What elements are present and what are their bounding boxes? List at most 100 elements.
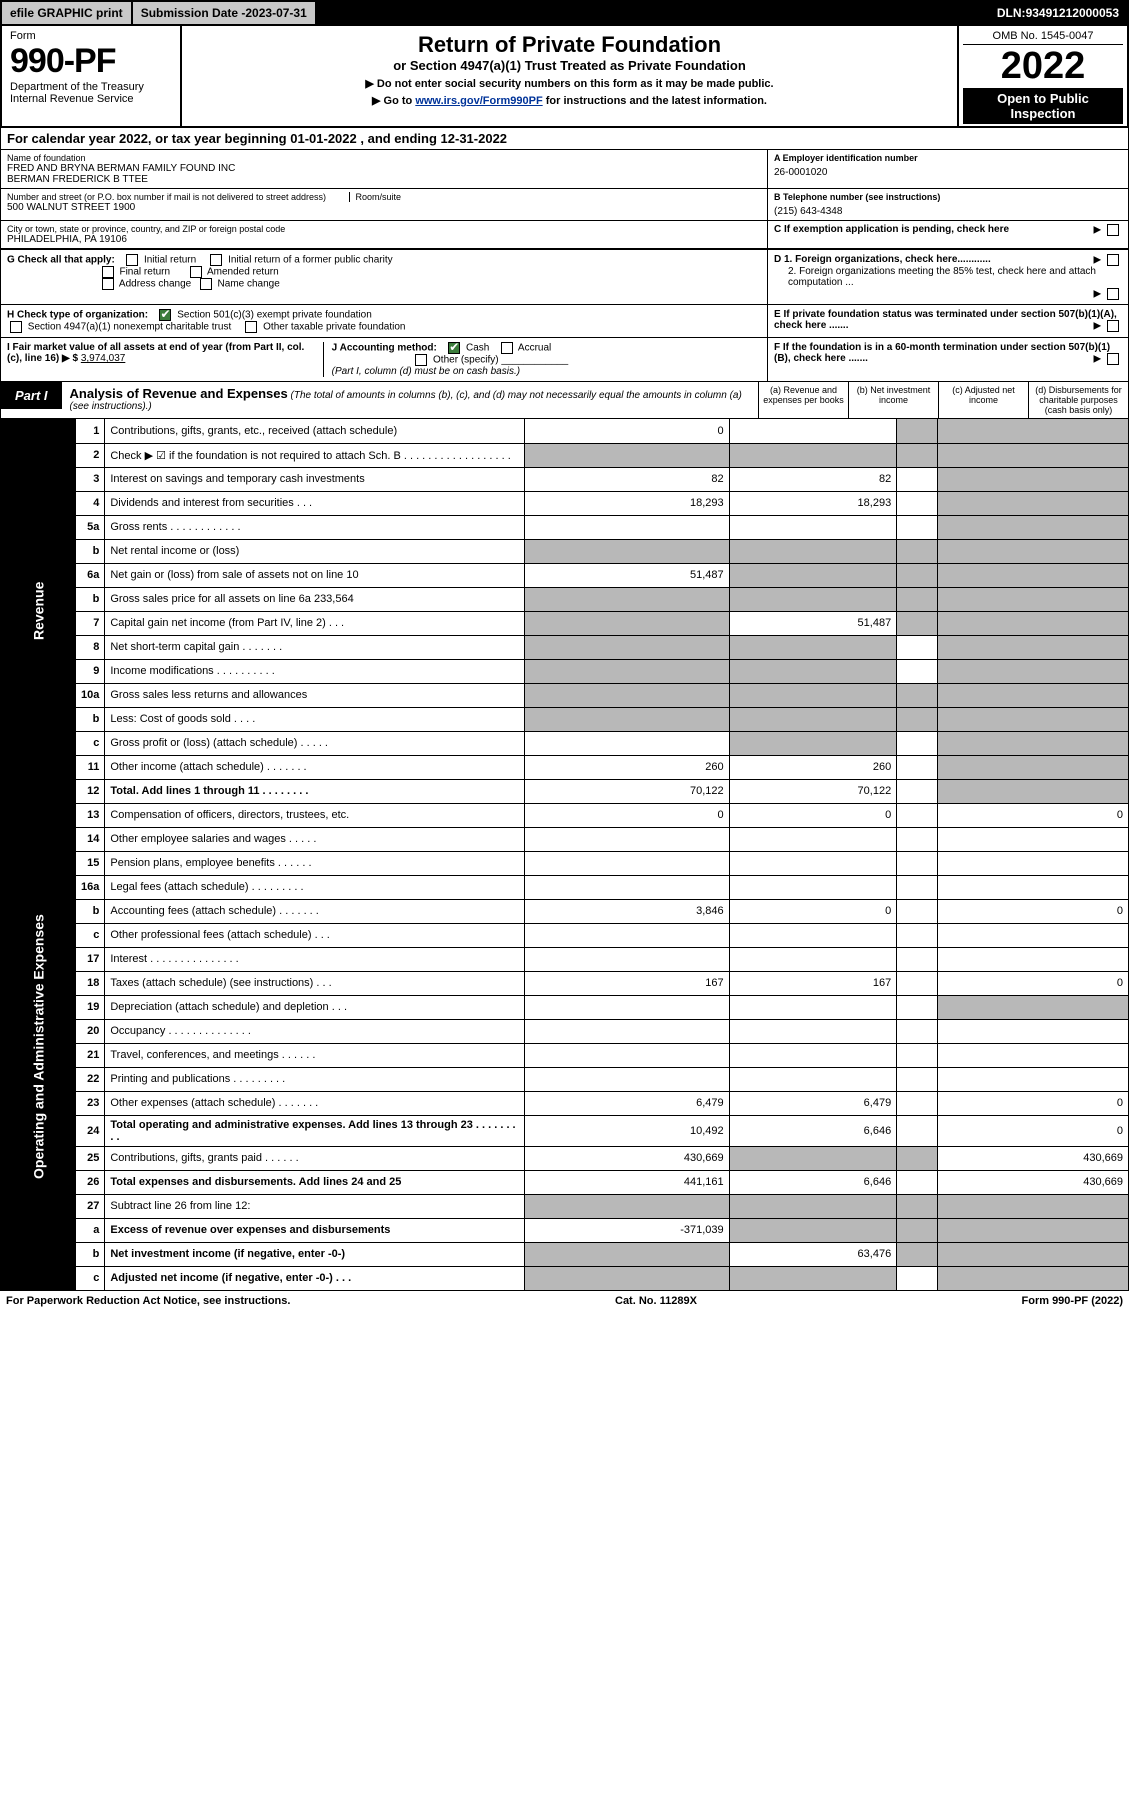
checkbox-f[interactable] (1107, 353, 1119, 365)
checkbox-4947[interactable] (10, 321, 22, 333)
year-block: OMB No. 1545-0047 2022 Open to Public In… (957, 26, 1127, 126)
revenue-expense-table: Revenue1Contributions, gifts, grants, et… (0, 419, 1129, 1291)
line-number: 21 (76, 1043, 105, 1067)
line-desc: Contributions, gifts, grants paid . . . … (105, 1146, 525, 1170)
column-headers: (a) Revenue and expenses per books (b) N… (758, 382, 1128, 418)
table-row: 27Subtract line 26 from line 12: (1, 1194, 1129, 1218)
line-number: 23 (76, 1091, 105, 1115)
line-desc: Travel, conferences, and meetings . . . … (105, 1043, 525, 1067)
table-row: 17Interest . . . . . . . . . . . . . . . (1, 947, 1129, 971)
table-row: 20Occupancy . . . . . . . . . . . . . . (1, 1019, 1129, 1043)
checkbox-name[interactable] (200, 278, 212, 290)
period-end: 12-31-2022 (441, 131, 508, 146)
checkbox-other-method[interactable] (415, 354, 427, 366)
line-number: c (76, 923, 105, 947)
line-number: 25 (76, 1146, 105, 1170)
fmv-value: 3,974,037 (81, 353, 126, 364)
foundation-name-1: FRED AND BRYNA BERMAN FAMILY FOUND INC (7, 163, 761, 174)
checkbox-c[interactable] (1107, 224, 1119, 236)
box-f: F If the foundation is in a 60-month ter… (768, 338, 1128, 381)
submission-date: Submission Date - 2023-07-31 (133, 2, 317, 24)
line-number: 15 (76, 851, 105, 875)
line-number: b (76, 1242, 105, 1266)
line-number: b (76, 587, 105, 611)
table-row: 8Net short-term capital gain . . . . . .… (1, 635, 1129, 659)
line-number: 26 (76, 1170, 105, 1194)
col-a-header: (a) Revenue and expenses per books (758, 382, 848, 418)
col-d-header: (d) Disbursements for charitable purpose… (1028, 382, 1128, 418)
checkbox-amended[interactable] (190, 266, 202, 278)
table-row: 9Income modifications . . . . . . . . . … (1, 659, 1129, 683)
table-row: 6aNet gain or (loss) from sale of assets… (1, 563, 1129, 587)
form-header: Form 990-PF Department of the Treasury I… (0, 26, 1129, 128)
irs-link[interactable]: www.irs.gov/Form990PF (415, 95, 542, 107)
table-row: 16aLegal fees (attach schedule) . . . . … (1, 875, 1129, 899)
table-row: 24Total operating and administrative exp… (1, 1115, 1129, 1146)
line-desc: Gross profit or (loss) (attach schedule)… (105, 731, 525, 755)
table-row: 2Check ▶ ☑ if the foundation is not requ… (1, 443, 1129, 467)
table-row: 12Total. Add lines 1 through 11 . . . . … (1, 779, 1129, 803)
line-number: c (76, 1266, 105, 1290)
table-row: 18Taxes (attach schedule) (see instructi… (1, 971, 1129, 995)
line-desc: Net short-term capital gain . . . . . . … (105, 635, 525, 659)
checkbox-initial[interactable] (126, 254, 138, 266)
line-number: 10a (76, 683, 105, 707)
side-tab: Operating and Administrative Expenses (1, 803, 76, 1290)
table-row: 25Contributions, gifts, grants paid . . … (1, 1146, 1129, 1170)
city-cell: City or town, state or province, country… (1, 221, 768, 249)
efile-label[interactable]: efile GRAPHIC print (2, 2, 133, 24)
checkbox-address[interactable] (102, 278, 114, 290)
line-desc: Depreciation (attach schedule) and deple… (105, 995, 525, 1019)
calendar-year-row: For calendar year 2022, or tax year begi… (0, 128, 1129, 150)
open-public: Open to Public Inspection (963, 88, 1123, 124)
ssn-note: ▶ Do not enter social security numbers o… (192, 77, 947, 90)
checkbox-final[interactable] (102, 266, 114, 278)
box-g: G Check all that apply: Initial return I… (1, 250, 768, 304)
table-row: cOther professional fees (attach schedul… (1, 923, 1129, 947)
goto-note: ▶ Go to www.irs.gov/Form990PF for instru… (192, 94, 947, 107)
col-b-header: (b) Net investment income (848, 382, 938, 418)
checkbox-cash[interactable] (448, 342, 460, 354)
line-desc: Taxes (attach schedule) (see instruction… (105, 971, 525, 995)
checkbox-accrual[interactable] (501, 342, 513, 354)
page-footer: For Paperwork Reduction Act Notice, see … (0, 1291, 1129, 1311)
side-tab: Revenue (1, 419, 76, 803)
table-row: 7Capital gain net income (from Part IV, … (1, 611, 1129, 635)
form-word: Form (10, 30, 172, 42)
line-number: 8 (76, 635, 105, 659)
checkbox-d2[interactable] (1107, 288, 1119, 300)
checkbox-d1[interactable] (1107, 254, 1119, 266)
line-desc: Compensation of officers, directors, tru… (105, 803, 525, 827)
line-desc: Net rental income or (loss) (105, 539, 525, 563)
line-number: a (76, 1218, 105, 1242)
line-desc: Gross rents . . . . . . . . . . . . (105, 515, 525, 539)
checkbox-other-taxable[interactable] (245, 321, 257, 333)
box-ij: I Fair market value of all assets at end… (1, 338, 768, 381)
form-title-block: Return of Private Foundation or Section … (182, 26, 957, 126)
line-desc: Capital gain net income (from Part IV, l… (105, 611, 525, 635)
line-number: 12 (76, 779, 105, 803)
address-cell: Number and street (or P.O. box number if… (1, 189, 768, 221)
form-number: 990-PF (10, 42, 172, 81)
line-desc: Income modifications . . . . . . . . . . (105, 659, 525, 683)
table-row: bNet rental income or (loss) (1, 539, 1129, 563)
telephone-cell: B Telephone number (see instructions) (2… (768, 189, 1128, 221)
line-number: 6a (76, 563, 105, 587)
form-id-block: Form 990-PF Department of the Treasury I… (2, 26, 182, 126)
street-address: 500 WALNUT STREET 1900 (7, 202, 761, 213)
line-number: 18 (76, 971, 105, 995)
table-row: 11Other income (attach schedule) . . . .… (1, 755, 1129, 779)
line-desc: Excess of revenue over expenses and disb… (105, 1218, 525, 1242)
table-row: 22Printing and publications . . . . . . … (1, 1067, 1129, 1091)
table-row: 3Interest on savings and temporary cash … (1, 467, 1129, 491)
checkbox-initial-former[interactable] (210, 254, 222, 266)
irs-label: Internal Revenue Service (10, 93, 172, 105)
line-desc: Less: Cost of goods sold . . . . (105, 707, 525, 731)
table-row: cGross profit or (loss) (attach schedule… (1, 731, 1129, 755)
boxes-ijf: I Fair market value of all assets at end… (0, 338, 1129, 382)
table-row: 4Dividends and interest from securities … (1, 491, 1129, 515)
checkbox-501c3[interactable] (159, 309, 171, 321)
checkbox-e[interactable] (1107, 320, 1119, 332)
part-1-header: Part I Analysis of Revenue and Expenses … (0, 382, 1129, 419)
period-begin: 01-01-2022 (290, 131, 357, 146)
